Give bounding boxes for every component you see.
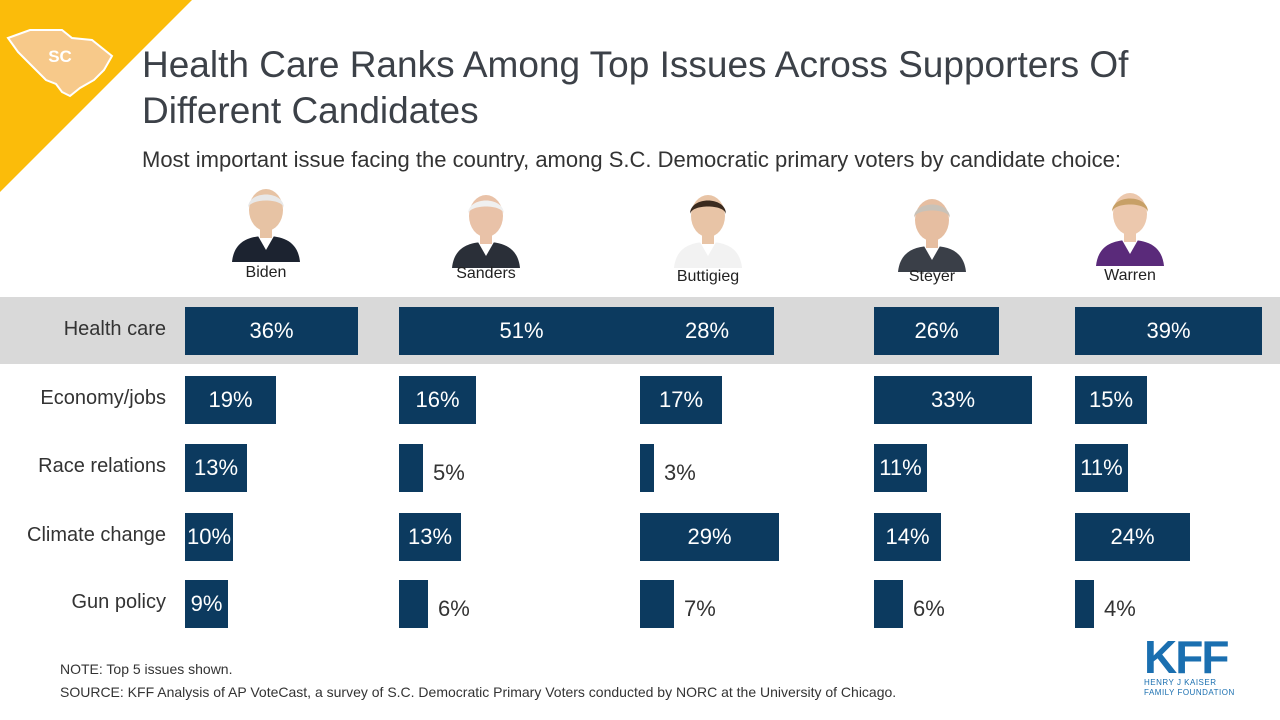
footnote: NOTE: Top 5 issues shown. (60, 661, 233, 677)
bar-buttigieg-climate-change (640, 513, 779, 561)
value-label-biden-health-care: 36% (249, 318, 294, 343)
state-corner-badge: SC (0, 0, 192, 192)
candidate-name-biden: Biden (245, 264, 287, 281)
candidate-name-sanders: Sanders (456, 265, 516, 282)
value-label-sanders-race-relations: 5% (433, 460, 465, 485)
value-label-sanders-economy-jobs: 16% (415, 387, 460, 412)
portrait-steyer-icon (898, 199, 966, 272)
issue-label-gun-policy: Gun policy (71, 591, 167, 613)
candidate-name-warren: Warren (1104, 267, 1156, 284)
value-label-sanders-health-care: 51% (499, 318, 544, 343)
kff-logo-mark: KFF (1144, 631, 1229, 683)
kff-logo: KFF HENRY J KAISER FAMILY FOUNDATION (1144, 631, 1240, 698)
value-label-warren-economy-jobs: 15% (1088, 387, 1134, 412)
bar-buttigieg-economy-jobs (640, 376, 722, 424)
bar-biden-gun-policy (185, 580, 228, 628)
value-label-steyer-economy-jobs: 33% (930, 387, 976, 412)
bar-biden-health-care (185, 307, 358, 355)
value-label-steyer-health-care: 26% (914, 318, 959, 343)
bar-steyer-race-relations (874, 444, 927, 492)
value-label-buttigieg-gun-policy: 7% (684, 596, 716, 621)
portrait-sanders-icon (452, 195, 520, 268)
candidate-name-buttigieg: Buttigieg (676, 268, 740, 285)
bar-buttigieg-gun-policy (640, 580, 674, 628)
value-label-steyer-race-relations: 11% (879, 455, 922, 480)
value-label-buttigieg-economy-jobs: 17% (658, 387, 704, 412)
value-label-warren-climate-change: 24% (1110, 524, 1155, 549)
portrait-biden-icon (232, 189, 300, 262)
bar-buttigieg-health-care (640, 307, 774, 355)
bar-sanders-economy-jobs (399, 376, 476, 424)
bar-biden-climate-change (185, 513, 233, 561)
value-label-warren-gun-policy: 4% (1104, 596, 1136, 621)
source-note: SOURCE: KFF Analysis of AP VoteCast, a s… (60, 684, 897, 700)
bar-steyer-economy-jobs (874, 376, 1032, 424)
value-label-buttigieg-climate-change: 29% (687, 524, 732, 549)
bar-biden-race-relations (185, 444, 247, 492)
value-label-warren-race-relations: 11% (1080, 455, 1123, 480)
bar-warren-health-care (1075, 307, 1262, 355)
value-label-biden-climate-change: 10% (186, 524, 232, 549)
state-badge-label: SC (48, 47, 72, 66)
bar-warren-gun-policy (1075, 580, 1094, 628)
bar-warren-economy-jobs (1075, 376, 1147, 424)
kff-logo-line1: HENRY J KAISER (1144, 678, 1217, 687)
bar-sanders-gun-policy (399, 580, 428, 628)
value-label-sanders-climate-change: 13% (407, 524, 453, 549)
value-label-warren-health-care: 39% (1146, 318, 1191, 343)
portrait-buttigieg-icon (674, 195, 742, 268)
chart-subtitle: Most important issue facing the country,… (142, 147, 1122, 172)
value-label-buttigieg-health-care: 28% (684, 318, 730, 343)
candidate-name-steyer: Steyer (908, 268, 956, 285)
value-label-biden-race-relations: 13% (193, 455, 239, 480)
bar-sanders-climate-change (399, 513, 461, 561)
value-label-steyer-gun-policy: 6% (913, 596, 945, 621)
value-label-biden-economy-jobs: 19% (208, 387, 253, 412)
issue-label-economy-jobs: Economy/jobs (40, 387, 166, 409)
issue-label-race-relations: Race relations (38, 455, 166, 477)
bar-sanders-race-relations (399, 444, 423, 492)
value-label-steyer-climate-change: 14% (885, 524, 930, 549)
bar-warren-climate-change (1075, 513, 1190, 561)
issue-label-health-care: Health care (63, 318, 166, 340)
value-label-biden-gun-policy: 9% (190, 591, 223, 616)
bar-steyer-gun-policy (874, 580, 903, 628)
bar-buttigieg-race-relations (640, 444, 654, 492)
bar-steyer-health-care (874, 307, 999, 355)
chart-title: Health Care Ranks Among Top Issues Acros… (142, 44, 1129, 131)
south-carolina-map-icon (6, 29, 114, 98)
bar-sanders-health-care (399, 307, 644, 355)
bar-biden-economy-jobs (185, 376, 276, 424)
value-label-buttigieg-race-relations: 3% (664, 460, 696, 485)
bar-steyer-climate-change (874, 513, 941, 561)
bar-warren-race-relations (1075, 444, 1128, 492)
issue-label-climate-change: Climate change (27, 524, 166, 546)
value-label-sanders-gun-policy: 6% (438, 596, 470, 621)
kff-logo-line2: FAMILY FOUNDATION (1144, 688, 1235, 697)
portrait-warren-icon (1096, 193, 1164, 266)
